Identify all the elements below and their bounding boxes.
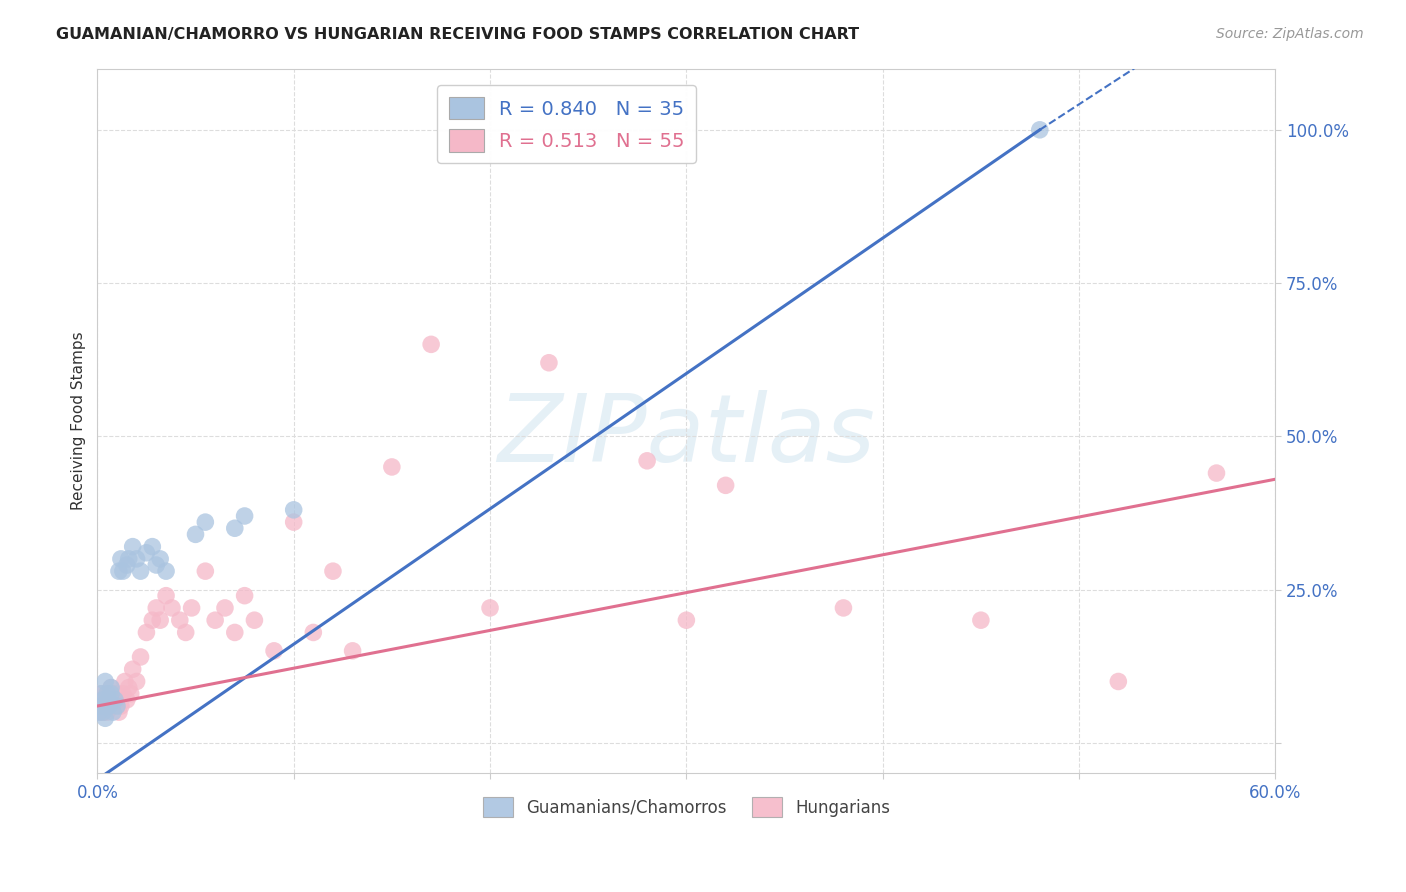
Point [104, 693, 127, 707]
Text: GUAMANIAN/CHAMORRO VS HUNGARIAN RECEIVING FOOD STAMPS CORRELATION CHART: GUAMANIAN/CHAMORRO VS HUNGARIAN RECEIVIN… [56, 27, 859, 42]
Point [263, 644, 285, 658]
Point [94, 711, 117, 725]
Point [121, 662, 143, 676]
Point [970, 613, 993, 627]
Point [108, 564, 131, 578]
Point [233, 589, 256, 603]
Point [342, 644, 364, 658]
Point [125, 552, 148, 566]
Point [98, 693, 121, 707]
Point [110, 698, 132, 713]
Point [479, 601, 502, 615]
Point [101, 698, 124, 713]
Point [115, 558, 138, 572]
Point [283, 515, 305, 529]
Point [89, 705, 111, 719]
Point [141, 613, 163, 627]
Point [115, 693, 138, 707]
Point [100, 693, 122, 707]
Point [145, 558, 167, 572]
Point [96, 687, 118, 701]
Point [1107, 674, 1129, 689]
Point [105, 693, 128, 707]
Point [98, 698, 121, 713]
Point [243, 613, 266, 627]
Point [169, 613, 191, 627]
Y-axis label: Receiving Food Stamps: Receiving Food Stamps [72, 332, 86, 510]
Point [105, 698, 128, 713]
Point [91, 693, 114, 707]
Point [155, 564, 177, 578]
Point [91, 705, 114, 719]
Point [145, 601, 167, 615]
Point [90, 687, 112, 701]
Point [184, 527, 207, 541]
Point [1029, 123, 1052, 137]
Point [636, 454, 658, 468]
Point [302, 625, 325, 640]
Point [155, 589, 177, 603]
Point [104, 687, 127, 701]
Legend: Guamanians/Chamorros, Hungarians: Guamanians/Chamorros, Hungarians [474, 789, 898, 825]
Point [381, 459, 404, 474]
Point [90, 698, 112, 713]
Point [91, 705, 114, 719]
Text: ZIPatlas: ZIPatlas [498, 390, 876, 481]
Point [714, 478, 737, 492]
Point [149, 552, 172, 566]
Point [135, 625, 157, 640]
Point [832, 601, 855, 615]
Point [121, 540, 143, 554]
Point [204, 613, 226, 627]
Point [91, 693, 114, 707]
Point [283, 503, 305, 517]
Point [96, 705, 118, 719]
Point [89, 705, 111, 719]
Point [90, 698, 112, 713]
Point [100, 681, 122, 695]
Point [96, 687, 118, 701]
Point [420, 337, 443, 351]
Text: Source: ZipAtlas.com: Source: ZipAtlas.com [1216, 27, 1364, 41]
Point [224, 625, 246, 640]
Point [114, 674, 136, 689]
Point [214, 601, 236, 615]
Point [90, 687, 112, 701]
Point [100, 681, 122, 695]
Point [160, 601, 183, 615]
Point [111, 687, 134, 701]
Point [135, 546, 157, 560]
Point [94, 698, 117, 713]
Point [141, 540, 163, 554]
Point [224, 521, 246, 535]
Point [120, 687, 142, 701]
Point [118, 552, 141, 566]
Point [125, 674, 148, 689]
Point [110, 552, 132, 566]
Point [94, 674, 117, 689]
Point [129, 650, 152, 665]
Point [96, 698, 118, 713]
Point [129, 564, 152, 578]
Point [98, 698, 121, 713]
Point [194, 564, 217, 578]
Point [118, 681, 141, 695]
Point [194, 515, 217, 529]
Point [233, 508, 256, 523]
Point [108, 705, 131, 719]
Point [1205, 466, 1227, 480]
Point [322, 564, 344, 578]
Point [174, 625, 197, 640]
Point [111, 564, 134, 578]
Point [100, 687, 122, 701]
Point [180, 601, 202, 615]
Point [149, 613, 172, 627]
Point [537, 356, 560, 370]
Point [675, 613, 697, 627]
Point [101, 705, 124, 719]
